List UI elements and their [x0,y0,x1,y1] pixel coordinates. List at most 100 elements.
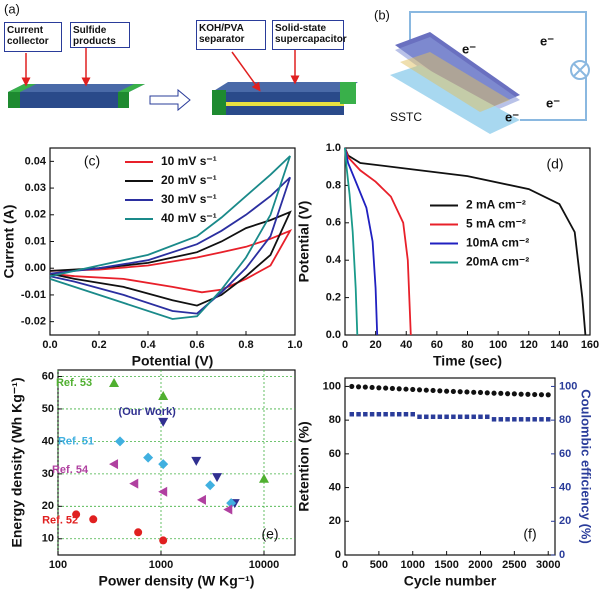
point [498,390,504,396]
y-tick-label: 80 [329,414,341,426]
point [485,414,490,420]
y2-tick-label: 80 [559,414,571,426]
x-tick-label: 0 [342,339,348,351]
y-tick-label: 0.01 [25,235,46,247]
point [158,486,168,497]
x-tick-label: 10000 [249,559,280,571]
point [545,392,551,398]
y-tick-label: 0.00 [25,262,46,274]
point [212,473,223,483]
x-tick-label: 60 [431,339,443,351]
panel-label: (d) [546,156,563,172]
point [498,417,504,422]
series-line [344,147,359,336]
x-tick-label: 20 [370,339,382,351]
y2-tick-label: 60 [559,448,571,460]
electron-label: e⁻ [462,41,476,56]
x-tick-label: 120 [520,339,538,351]
x-tick-label: 140 [550,339,568,351]
y2-tick-label: 100 [559,380,577,392]
point [349,412,355,417]
device-right [212,82,358,115]
x-tick-label: 0.0 [42,339,57,351]
point [410,386,416,393]
y-tick-label: 0.0 [326,329,341,341]
plot-frame [344,377,556,556]
y-axis-label: Retention (%) [296,421,312,511]
x-axis-label: Cycle number [404,573,497,589]
series-label: Ref. 53 [56,377,92,389]
point [532,391,538,398]
legend-label: 10 mV s⁻¹ [161,154,217,168]
y2-tick-label: 40 [559,481,571,493]
legend-label: 20mA cm⁻² [466,255,529,269]
series-line [49,155,291,320]
label-box: Solid-state supercapacitor [272,20,347,50]
point [129,478,139,489]
x-tick-label: 0.2 [91,339,106,351]
label-box: KOH/PVA separator [196,20,266,50]
point [158,417,169,427]
y-tick-label: 100 [323,380,341,392]
point [518,391,524,397]
x-axis-label: Time (sec) [433,353,502,369]
y-tick-label: 60 [42,370,54,382]
point [196,494,206,505]
point [512,417,517,422]
x-tick-label: 500 [370,559,388,571]
point [471,414,476,420]
y-tick-label: 30 [42,468,54,480]
process-arrow [149,88,191,112]
y-tick-label: 0.2 [326,292,341,304]
series-line [344,147,587,336]
point [109,377,120,387]
point [539,417,544,422]
point [451,414,456,420]
point [424,414,429,420]
point [545,417,551,422]
point [356,412,361,417]
point [403,386,409,392]
point [363,412,368,417]
x-tick-label: 160 [581,339,599,351]
series-line [49,228,293,294]
legend-label: 30 mV s⁻¹ [161,192,217,206]
point [478,414,483,420]
point [464,414,470,420]
y-tick-label: 10 [42,533,54,545]
point [417,414,422,420]
point [376,412,382,417]
point [389,385,395,392]
y2-tick-label: 0 [559,549,565,561]
point [491,417,497,422]
y-tick-label: -0.02 [21,316,46,328]
x-tick-label: 40 [400,339,412,351]
point [349,383,355,389]
point [450,388,456,395]
device-left [8,84,145,108]
x-tick-label: 100 [49,559,67,571]
point [444,414,449,420]
point [159,536,168,545]
x-tick-label: 1000 [400,559,424,571]
y-tick-label: 0.03 [25,182,46,194]
x-tick-label: 3000 [536,559,560,571]
point [396,386,402,392]
bulb-cross [573,63,587,77]
point [143,452,154,463]
point [383,412,388,417]
y2-tick-label: 20 [559,515,571,527]
legend-label: 5 mA cm⁻² [466,217,526,231]
point [437,388,443,394]
point [396,412,402,417]
y2-axis-label: Coulombic efficiency (%) [579,389,594,544]
electron-label: e⁻ [505,109,519,124]
x-tick-label: 2500 [502,559,526,571]
point [205,480,216,491]
point [471,389,477,395]
point [158,459,169,470]
series-label: Ref. 51 [58,435,94,447]
legend-label: 20 mV s⁻¹ [161,173,217,187]
legend-label: 40 mV s⁻¹ [161,211,217,225]
